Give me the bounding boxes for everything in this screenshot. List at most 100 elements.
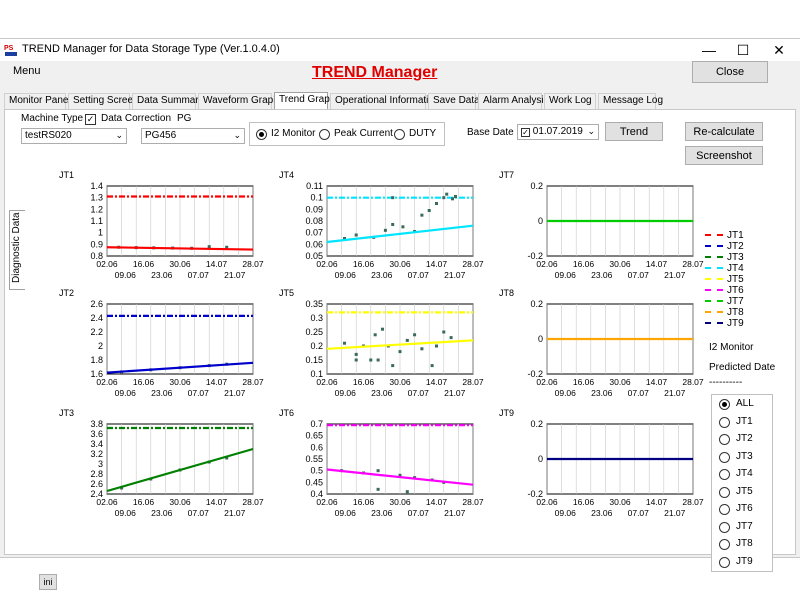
jt7-xtick: 16.06 [573,259,595,269]
diagnostic-data-tab[interactable]: Diagnostic Data [9,210,25,290]
chevron-down-icon: ⌄ [587,126,595,136]
jt5-xtick: 14.07 [426,377,448,387]
jt7-xtick: 23.06 [591,270,613,280]
selector-radio-jt6[interactable] [719,504,730,515]
radio-i2-monitor[interactable] [256,129,267,140]
jt7-ytick: 0 [538,216,543,226]
jt2-xtick: 14.07 [206,377,228,387]
jt1-xtick: 02.06 [96,259,118,269]
jt9-xtick: 07.07 [628,508,650,518]
jt2-xtick: 07.07 [188,388,210,398]
jt2-ytick: 2.6 [90,299,103,309]
trend-graph-panel: Machine Type ✓ Data Correction PG testRS… [4,109,796,590]
selector-radio-jt2[interactable] [719,434,730,445]
jt4-xtick: 07.07 [408,270,430,280]
jt1-xtick: 07.07 [188,270,210,280]
jt4-data-point [391,223,395,226]
legend-item-jt2: JT2 [705,241,744,252]
tab-save-data[interactable]: Save Data [428,93,480,109]
radio-peak-current[interactable] [319,129,330,140]
jt8-xtick: 23.06 [591,388,613,398]
jt4-data-point [435,202,438,205]
jt6-xtick: 16.06 [353,497,375,507]
data-correction-checkbox[interactable]: ✓ [85,114,96,125]
jt9-ytick: 0.2 [530,419,543,429]
jt1-xtick: 23.06 [151,270,173,280]
jt6-xtick: 21.07 [444,508,466,518]
jt4-ytick: 0.06 [305,239,323,249]
tab-waveform-graph[interactable]: Waveform Graph [198,93,279,109]
jt5-xtick: 09.06 [335,388,357,398]
legend-label: JT9 [727,318,744,329]
selector-radio-jt3[interactable] [719,451,730,463]
jt3-data-point [225,456,229,460]
menu[interactable]: Menu [13,65,41,77]
tab-work-log[interactable]: Work Log [544,93,596,109]
legend-swatch [705,289,723,292]
jt9-xtick: 02.06 [536,497,558,507]
machine-type-select[interactable]: testRS020 ⌄ [21,128,127,144]
selector-radio-all[interactable] [719,399,730,410]
selector-radio-jt5[interactable] [719,486,730,498]
jt6-ytick: 0.45 [305,477,323,487]
jt6-ytick: 0.55 [305,454,323,464]
jt2-trend-line [106,361,254,374]
selector-radio-jt1[interactable] [719,416,730,428]
selector-radio-jt7[interactable] [719,521,730,533]
screenshot-button[interactable]: Screenshot [685,146,763,165]
legend-label: JT4 [727,263,744,274]
tab-trend-graph[interactable]: Trend Graph [274,92,335,110]
legend-swatch [705,267,723,270]
jt4-data-point [427,209,431,212]
svg-text:PS: PS [4,45,14,52]
radio-i2-monitor-label: I2 Monitor [271,128,316,139]
jt7-ytick: -0.2 [527,251,543,261]
maximize-button[interactable]: ☐ [736,41,750,58]
tab-setting-screen[interactable]: Setting Screen [68,93,139,109]
selector-label-jt9: JT9 [736,555,753,567]
pg-select[interactable]: PG456 ⌄ [141,128,245,144]
jt2-xtick: 23.06 [151,388,173,398]
recalculate-button[interactable]: Re-calculate [685,122,763,141]
jt7-xtick: 30.06 [609,259,631,269]
jt3-xtick: 21.07 [224,508,246,518]
jt9-xtick: 21.07 [664,508,686,518]
jt6-xtick: 07.07 [408,508,430,518]
selector-radio-jt8[interactable] [719,539,730,550]
jt3-ytick: 3 [98,459,103,469]
jt2-ytick: 2.2 [90,327,103,337]
jt6-data-point [398,473,402,477]
jt6-trend-line [326,468,474,486]
close-button[interactable]: Close [692,61,768,83]
base-date-checkbox[interactable]: ✓ [521,128,530,137]
radio-duty[interactable] [394,129,405,140]
jt2-xtick: 28.07 [242,377,264,387]
jt2-xtick: 16.06 [133,377,155,387]
ini-button[interactable]: ini [39,574,57,590]
jt1-xtick: 30.06 [169,259,191,269]
minimize-button[interactable]: — [702,42,716,58]
jt4-data-point [383,228,387,232]
legend-item-jt4: JT4 [705,263,744,274]
jt5-data-point [369,358,373,362]
jt4-data-point [343,237,347,240]
tab-alarm-analysis[interactable]: Alarm Analysis [478,93,549,109]
window-title: TREND Manager for Data Storage Type (Ver… [22,43,280,55]
jt3-ytick: 3.8 [90,419,103,429]
jt5-data-point [373,333,377,337]
selector-radio-jt4[interactable] [719,469,730,480]
tab-message-log[interactable]: Message Log [598,93,663,109]
base-date-picker[interactable]: ✓ 01.07.2019 ⌄ [517,124,599,140]
trend-button[interactable]: Trend [605,122,663,141]
jt4-xtick: 16.06 [353,259,375,269]
tab-operational-information[interactable]: Operational Information [330,93,440,109]
close-window-button[interactable]: ✕ [773,41,785,58]
tab-data-summary[interactable]: Data Summary [132,93,204,109]
tab-monitor-panel[interactable]: Monitor Panel [4,93,71,109]
selector-radio-jt9[interactable] [719,556,730,568]
radio-duty-label: DUTY [409,128,437,139]
radio-peak-current-label: Peak Current [334,128,393,139]
jt5-xtick: 28.07 [462,377,484,387]
legend-item-jt6: JT6 [705,285,744,296]
legend-note-dashes: ---------- [709,377,743,388]
